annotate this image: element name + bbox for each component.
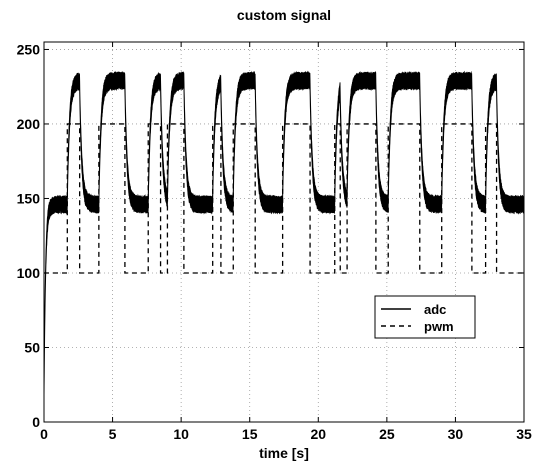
y-tick-label: 100: [17, 265, 41, 281]
y-tick-label: 0: [32, 414, 40, 430]
x-tick-label: 20: [310, 426, 326, 442]
y-tick-label: 250: [17, 41, 41, 57]
legend-box: [374, 295, 476, 339]
tick-labels: 0 5 10 15 20 25 30 35 0 50 100 150 200 250: [17, 41, 532, 442]
x-tick-label: 35: [516, 426, 532, 442]
adc-series-band: [43, 70, 525, 409]
x-tick-label: 15: [242, 426, 258, 442]
chart-title: custom signal: [237, 7, 331, 23]
x-axis-label: time [s]: [259, 445, 309, 461]
y-tick-label: 50: [24, 339, 40, 355]
x-tick-label: 5: [109, 426, 117, 442]
legend-label-pwm: pwm: [424, 319, 454, 334]
x-tick-label: 25: [379, 426, 395, 442]
y-tick-label: 150: [17, 190, 41, 206]
series-layer: [43, 70, 525, 409]
legend-label-adc: adc: [424, 302, 446, 317]
ticks: [43, 42, 525, 423]
x-tick-label: 0: [40, 426, 48, 442]
legend: adc pwm: [374, 295, 476, 339]
x-tick-label: 10: [173, 426, 189, 442]
grid: [44, 42, 524, 422]
y-tick-label: 200: [17, 116, 41, 132]
plot-frame: [43, 41, 525, 423]
x-tick-label: 30: [448, 426, 464, 442]
